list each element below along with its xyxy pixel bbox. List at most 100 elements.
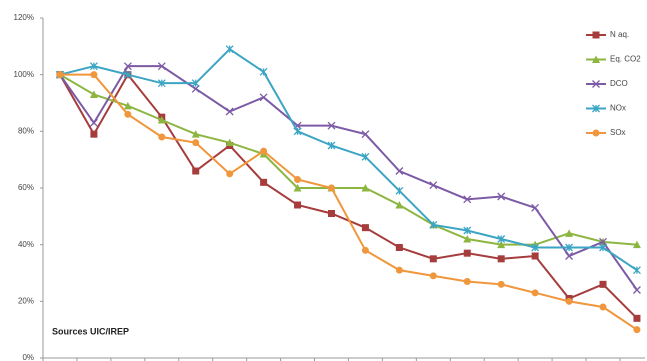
marker [225,45,234,54]
marker [361,184,370,192]
series-line [59,47,638,271]
marker [592,129,600,137]
series-line [59,65,638,291]
annotation: Sources UIC/IREP [52,326,129,336]
legend-label: N aq. [610,30,629,39]
marker [361,152,370,161]
marker [124,110,132,118]
marker [327,184,335,192]
marker [497,280,505,288]
marker [157,79,166,88]
marker [633,314,641,322]
marker [294,176,302,183]
marker [225,107,234,116]
marker [89,90,98,98]
legend-label: DCO [610,79,628,88]
marker [226,170,234,178]
marker [463,278,471,285]
marker [293,184,302,192]
marker [327,141,336,150]
marker [592,104,600,113]
marker [191,84,200,93]
marker [157,116,166,124]
marker [599,237,607,246]
marker [361,224,369,232]
marker [429,220,438,229]
marker [463,235,472,243]
marker [632,240,641,249]
marker [90,71,98,79]
marker [191,79,200,88]
y-tick-label: 20% [18,296,34,305]
marker [599,243,607,252]
marker [592,55,600,63]
marker [565,252,574,260]
marker [361,130,370,139]
marker [632,286,641,294]
legend-label: NOx [610,104,626,113]
series-line [59,72,638,320]
marker [361,246,369,254]
marker [429,181,438,190]
marker [592,80,600,88]
marker [327,210,335,217]
marker [632,266,641,275]
y-tick-label: 40% [18,240,34,249]
marker [90,130,98,138]
marker [395,244,403,251]
marker [192,139,200,147]
marker [327,121,336,130]
y-tick-label: 120% [14,13,34,22]
marker [56,71,64,79]
marker [395,186,404,195]
y-tick-label: 100% [14,70,34,79]
marker [531,203,540,212]
series-line [59,73,638,331]
marker [497,240,506,249]
marker [89,118,98,127]
marker [123,70,132,79]
series-line [59,73,638,246]
marker [158,133,166,141]
marker [565,297,573,305]
marker [531,289,539,297]
marker [123,62,132,71]
marker [260,178,268,186]
marker [123,101,132,110]
marker [463,249,471,257]
marker [565,229,574,237]
marker [497,235,506,243]
marker [191,130,200,138]
marker [531,252,539,260]
marker [592,31,600,39]
marker [497,192,506,201]
marker [225,138,234,147]
marker [633,326,641,334]
legend-label: SOx [610,128,626,137]
marker [565,243,574,252]
legend-label: Eq. CO2 [610,55,641,64]
marker [497,255,505,263]
marker [259,67,268,76]
marker [192,167,200,175]
y-tick-label: 0% [22,353,34,361]
marker [429,272,437,280]
marker [259,93,268,102]
marker [293,127,302,136]
marker [429,255,437,263]
marker [463,226,472,235]
y-tick-label: 60% [18,183,34,192]
y-tick-label: 80% [18,126,34,135]
marker [89,62,98,71]
marker [294,201,302,209]
marker [395,266,403,274]
marker [260,147,268,155]
marker [599,280,607,288]
marker [463,195,472,204]
marker [599,303,607,311]
marker [157,62,166,71]
marker [395,167,404,175]
marker [531,243,540,252]
